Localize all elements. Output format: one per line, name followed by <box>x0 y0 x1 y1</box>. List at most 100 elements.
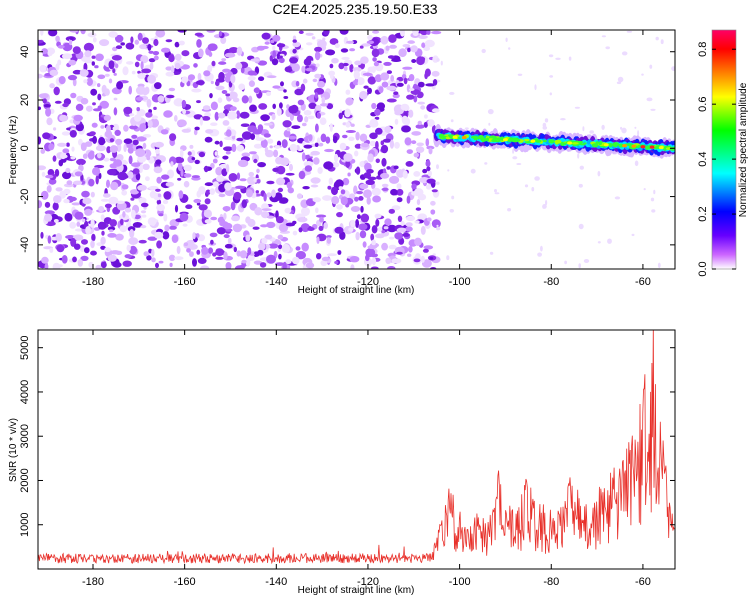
spectrogram-y-tick-label: -20 <box>19 189 31 205</box>
spectrogram-noise-blob <box>322 195 333 201</box>
spectrogram-signal-peak <box>548 139 556 143</box>
spectrogram-y-tick-label: 0 <box>19 145 31 151</box>
spectrogram-noise-blob <box>300 223 310 233</box>
spectrogram-noise-blob <box>261 237 268 244</box>
spectrogram-noise-blob <box>148 58 156 63</box>
spectrogram-noise-blob <box>646 97 653 102</box>
spectrogram-signal-peak <box>523 138 530 142</box>
spectrogram-noise-blob <box>91 233 96 242</box>
spectrogram-y-tick-label: 20 <box>19 94 31 106</box>
spectrogram-noise-blob <box>401 125 411 133</box>
spectrogram-noise-blob <box>89 131 96 136</box>
spectrogram-noise-blob <box>387 224 397 233</box>
spectrogram-noise-blob <box>605 46 610 50</box>
spectrogram-noise-blob <box>88 261 94 268</box>
spectrogram-noise-blob <box>65 235 75 239</box>
spectrogram-noise-blob <box>281 243 291 253</box>
spectrogram-noise-blob <box>394 141 400 149</box>
spectrogram-noise-blob <box>389 139 394 149</box>
spectrogram-noise-blob <box>316 236 320 244</box>
spectrogram-noise-blob <box>148 185 159 190</box>
spectrogram-noise-blob <box>115 138 123 146</box>
spectrogram-noise-blob <box>153 166 163 174</box>
spectrogram-noise-blob <box>259 262 267 268</box>
spectrogram-noise-blob <box>424 72 428 80</box>
spectrogram-noise-blob <box>589 130 594 134</box>
spectrogram-noise-blob <box>378 86 384 94</box>
spectrogram-noise-blob <box>169 262 173 267</box>
spectrogram-noise-blob <box>650 197 655 202</box>
spectrogram-noise-blob <box>335 179 344 188</box>
spectrogram-noise-blob <box>85 105 93 112</box>
spectrogram-noise-blob <box>225 164 230 173</box>
spectrogram-noise-blob <box>61 254 68 264</box>
spectrogram-noise-blob <box>278 244 283 250</box>
spectrogram-noise-blob <box>267 138 274 144</box>
spectrogram-noise-blob <box>405 215 416 221</box>
spectrogram-noise-blob <box>534 84 537 91</box>
spectrogram-noise-blob <box>316 214 327 218</box>
spectrogram-noise-blob <box>183 164 192 172</box>
spectrogram-y-tick-label: -40 <box>19 237 31 253</box>
spectrogram-noise-blob <box>113 206 118 211</box>
spectrogram-noise-blob <box>394 232 404 240</box>
spectrogram-noise-blob <box>328 70 336 77</box>
spectrogram-noise-blob <box>76 158 86 166</box>
spectrogram-noise-blob <box>376 102 386 110</box>
spectrogram-noise-blob <box>198 204 208 211</box>
spectrogram-noise-blob <box>49 69 58 76</box>
spectrogram-noise-blob <box>154 82 162 90</box>
spectrogram-noise-blob <box>365 254 370 262</box>
spectrogram-noise-blob <box>264 41 270 45</box>
spectrogram-noise-blob <box>385 257 392 264</box>
spectrogram-noise-blob <box>489 251 494 255</box>
spectrogram-noise-blob <box>347 172 351 177</box>
spectrogram-noise-blob <box>370 233 375 241</box>
spectrogram-noise-blob <box>275 262 285 266</box>
spectrogram-noise-blob <box>272 85 281 89</box>
spectrogram-noise-blob <box>427 119 435 127</box>
spectrogram-noise-blob <box>276 43 286 48</box>
spectrogram-noise-blob <box>373 61 379 67</box>
spectrogram-noise-blob <box>129 245 138 255</box>
spectrogram-noise-blob <box>297 99 305 106</box>
spectrogram-noise-blob <box>43 104 51 108</box>
spectrogram-noise-blob <box>120 42 125 46</box>
spectrogram-noise-blob <box>298 30 304 34</box>
spectrogram-noise-blob <box>601 35 607 38</box>
spectrogram-noise-blob <box>52 262 61 269</box>
spectrogram-noise-blob <box>331 186 338 196</box>
spectrogram-noise-blob <box>39 64 47 73</box>
spectrogram-noise-blob <box>135 96 144 101</box>
spectrogram-noise-blob <box>305 32 314 36</box>
spectrogram-noise-blob <box>174 156 185 164</box>
spectrogram-noise-blob <box>70 92 77 99</box>
spectrogram-noise-blob <box>271 189 276 198</box>
spectrogram-noise-blob <box>263 133 271 138</box>
spectrogram-noise-blob <box>248 80 255 87</box>
spectrogram-noise-blob <box>597 170 601 177</box>
spectrogram-noise-blob <box>597 241 601 244</box>
spectrogram-noise-blob <box>574 106 581 109</box>
spectrogram-noise-blob <box>181 99 187 108</box>
spectrogram-noise-blob <box>371 102 377 110</box>
spectrogram-noise-blob <box>299 213 308 217</box>
spectrogram-noise-blob <box>151 218 156 227</box>
spectrogram-noise-blob <box>388 208 395 214</box>
spectrogram-noise-blob <box>280 81 284 87</box>
spectrogram-y-axis-title: Frequency (Hz) <box>8 116 19 185</box>
spectrogram-noise-blob <box>508 47 511 50</box>
spectrogram-noise-blob <box>381 157 387 167</box>
spectrogram-noise-blob <box>218 193 226 198</box>
spectrogram-noise-blob <box>384 218 392 226</box>
snr-x-tick-label: -120 <box>357 576 379 588</box>
spectrogram-noise-blob <box>216 227 226 235</box>
spectrogram-noise-blob <box>125 42 135 50</box>
spectrogram-noise-blob <box>402 232 410 237</box>
spectrogram-noise-blob <box>355 166 361 175</box>
spectrogram-noise-blob <box>396 188 404 196</box>
spectrogram-noise-blob <box>155 262 159 269</box>
spectrogram-noise-blob <box>236 137 244 142</box>
spectrogram-noise-blob <box>285 172 295 176</box>
spectrogram-noise-blob <box>123 144 127 153</box>
